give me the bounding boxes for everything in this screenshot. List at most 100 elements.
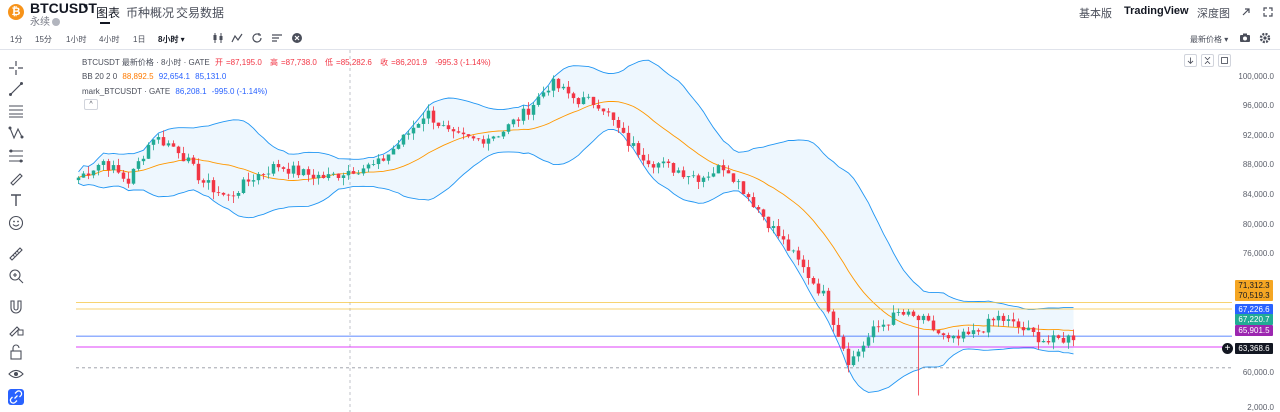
close-circle-icon[interactable]: [291, 32, 303, 44]
candle-body: [806, 267, 811, 278]
price-chart[interactable]: [76, 50, 1232, 412]
basic-view-link[interactable]: 基本版: [1079, 8, 1112, 20]
mark-price-legend[interactable]: mark_BTCUSDT · GATE 86,208.1 -995.0 (-1.…: [82, 87, 270, 96]
legend-title: BTCUSDT 最新价格 · 8小时 · GATE: [82, 58, 210, 67]
timeframe-1d[interactable]: 1日: [133, 35, 146, 44]
candle-body: [246, 179, 251, 182]
candle-body: [826, 290, 831, 312]
price-tick: 2,000.0: [1247, 403, 1274, 412]
timeframe-4h[interactable]: 4小时: [99, 35, 120, 44]
settings-icon[interactable]: [1259, 32, 1271, 44]
candle-body: [906, 311, 911, 315]
maximize-pane-button[interactable]: [1218, 54, 1231, 67]
candle-body: [86, 173, 91, 176]
candle-body: [726, 170, 731, 174]
candle-body: [621, 127, 626, 133]
pattern-icon[interactable]: [8, 125, 24, 141]
tab-active-indicator: [100, 22, 110, 24]
bb-legend[interactable]: BB 20 2 0 88,892.5 92,654.1 85,131.0: [82, 72, 229, 81]
indicators-icon[interactable]: [231, 32, 243, 44]
lock-icon[interactable]: [8, 344, 24, 360]
legend-collapse-button[interactable]: ^: [84, 99, 98, 110]
horizontal-lines-icon[interactable]: [8, 103, 24, 119]
timeframe-15m[interactable]: 15分: [35, 35, 52, 44]
candle-body: [321, 174, 326, 179]
candle-body: [406, 133, 411, 135]
timeframe-8h-dropdown[interactable]: 8小时 ▾: [158, 35, 185, 44]
eye-icon[interactable]: [8, 366, 24, 382]
candle-body: [166, 143, 171, 146]
candle-body: [926, 315, 931, 321]
candle-body: [921, 315, 926, 321]
price-source-dropdown[interactable]: 最新价格 ▾: [1190, 35, 1229, 44]
trend-line-icon[interactable]: [8, 81, 24, 97]
bb-basis-value: 88,892.5: [122, 72, 154, 81]
candle-body: [871, 326, 876, 338]
timeframe-1h[interactable]: 1小时: [66, 35, 87, 44]
zoom-in-icon[interactable]: [8, 268, 24, 284]
magnet-icon[interactable]: [8, 299, 24, 315]
candle-body: [1041, 341, 1046, 343]
tradingview-link[interactable]: TradingView: [1124, 5, 1189, 17]
candle-body: [181, 153, 186, 162]
link-icon[interactable]: [8, 389, 24, 405]
fib-icon[interactable]: [8, 148, 24, 164]
candle-body: [286, 168, 291, 174]
tab-coin-overview[interactable]: 币种概况: [126, 6, 175, 20]
price-axis[interactable]: 100,000.0 96,000.0 92,000.0 88,000.0 84,000.…: [1232, 50, 1280, 412]
candle-type-icon[interactable]: [212, 32, 224, 44]
tab-trading-data[interactable]: 交易数据: [176, 6, 225, 20]
fullscreen-icon[interactable]: [1262, 6, 1274, 18]
candle-body: [866, 337, 871, 346]
price-tick: 84,000.0: [1242, 190, 1274, 199]
candle-body: [196, 163, 201, 181]
lock-drawing-icon[interactable]: [8, 321, 24, 337]
candle-body: [496, 136, 501, 138]
candle-body: [106, 161, 111, 171]
candle-body: [841, 336, 846, 349]
symbol-selector[interactable]: BTCUSDT: [30, 0, 97, 16]
candle-body: [381, 158, 386, 161]
candle-body: [601, 108, 606, 112]
candle-body: [221, 192, 226, 195]
candle-body: [976, 330, 981, 332]
candle-body: [146, 144, 151, 159]
ruler-icon[interactable]: [8, 246, 24, 262]
scroll-down-button[interactable]: [1184, 54, 1197, 67]
price-label: 67,226.6: [1235, 304, 1273, 315]
candle-body: [996, 315, 1001, 321]
add-alert-button[interactable]: +: [1222, 343, 1233, 354]
legend-change: -995.3 (-1.14%): [435, 58, 491, 67]
expand-icon[interactable]: [1240, 6, 1252, 18]
replay-icon[interactable]: [251, 32, 263, 44]
symbol-caret-icon[interactable]: ▾: [83, 1, 88, 11]
candle-body: [386, 154, 391, 161]
crosshair-icon[interactable]: [8, 60, 24, 76]
candle-body: [361, 168, 366, 174]
tab-chart[interactable]: 图表: [96, 6, 121, 20]
template-icon[interactable]: [271, 32, 283, 44]
bb-label: BB 20 2 0: [82, 72, 118, 81]
candle-body: [271, 164, 276, 174]
candle-body: [701, 177, 706, 182]
header: ₿ BTCUSDT ▾ 永续 图表 币种概况 交易数据 基本版 TradingV…: [0, 0, 1280, 28]
candle-body: [786, 239, 791, 251]
candle-body: [391, 148, 396, 155]
collapse-panes-button[interactable]: [1201, 54, 1214, 67]
candle-body: [1061, 337, 1066, 343]
info-icon[interactable]: [52, 18, 60, 27]
text-icon[interactable]: [8, 192, 24, 208]
brush-icon[interactable]: [8, 170, 24, 186]
candle-body: [956, 335, 961, 339]
timeframe-1m[interactable]: 1分: [10, 35, 23, 44]
candle-body: [236, 192, 241, 196]
candle-body: [126, 178, 131, 184]
emoji-icon[interactable]: [8, 215, 24, 231]
camera-icon[interactable]: [1239, 32, 1251, 44]
depth-chart-link[interactable]: 深度图: [1197, 8, 1230, 20]
candle-body: [511, 119, 516, 125]
candle-body: [1001, 315, 1006, 321]
candle-body: [451, 129, 456, 132]
candle-body: [801, 259, 806, 268]
candle-body: [1066, 335, 1071, 343]
